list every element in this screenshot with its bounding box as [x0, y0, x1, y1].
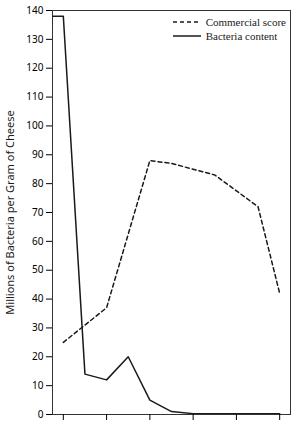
svg-text:40: 40	[32, 291, 44, 305]
svg-text:10: 10	[32, 378, 44, 392]
svg-text:0: 0	[38, 407, 44, 421]
svg-text:140: 140	[26, 3, 43, 17]
svg-text:120: 120	[26, 60, 43, 74]
svg-text:90: 90	[32, 147, 44, 161]
svg-text:110: 110	[26, 89, 43, 103]
svg-text:70: 70	[32, 205, 44, 219]
svg-text:60: 60	[32, 234, 44, 248]
svg-text:130: 130	[26, 32, 43, 46]
svg-text:20: 20	[32, 349, 44, 363]
svg-text:Millions of Bacteria per Gram: Millions of Bacteria per Gram of Cheese	[2, 110, 17, 314]
svg-text:80: 80	[32, 176, 44, 190]
svg-text:100: 100	[26, 118, 43, 132]
svg-text:30: 30	[32, 320, 44, 334]
html-text:Commercial score: Commercial score	[205, 16, 286, 28]
svg-text:50: 50	[32, 262, 44, 276]
html-text:Bacteria content: Bacteria content	[205, 30, 278, 42]
